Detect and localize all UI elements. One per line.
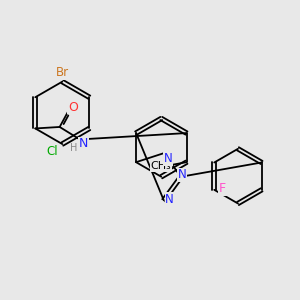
Text: N: N	[79, 137, 88, 150]
Text: Cl: Cl	[46, 145, 58, 158]
Text: CH₃: CH₃	[150, 161, 171, 171]
Text: Br: Br	[56, 66, 69, 79]
Text: N: N	[165, 193, 174, 206]
Text: F: F	[219, 182, 226, 195]
Text: N: N	[178, 169, 187, 182]
Text: N: N	[164, 152, 172, 165]
Text: O: O	[68, 100, 78, 114]
Text: H: H	[70, 143, 78, 153]
